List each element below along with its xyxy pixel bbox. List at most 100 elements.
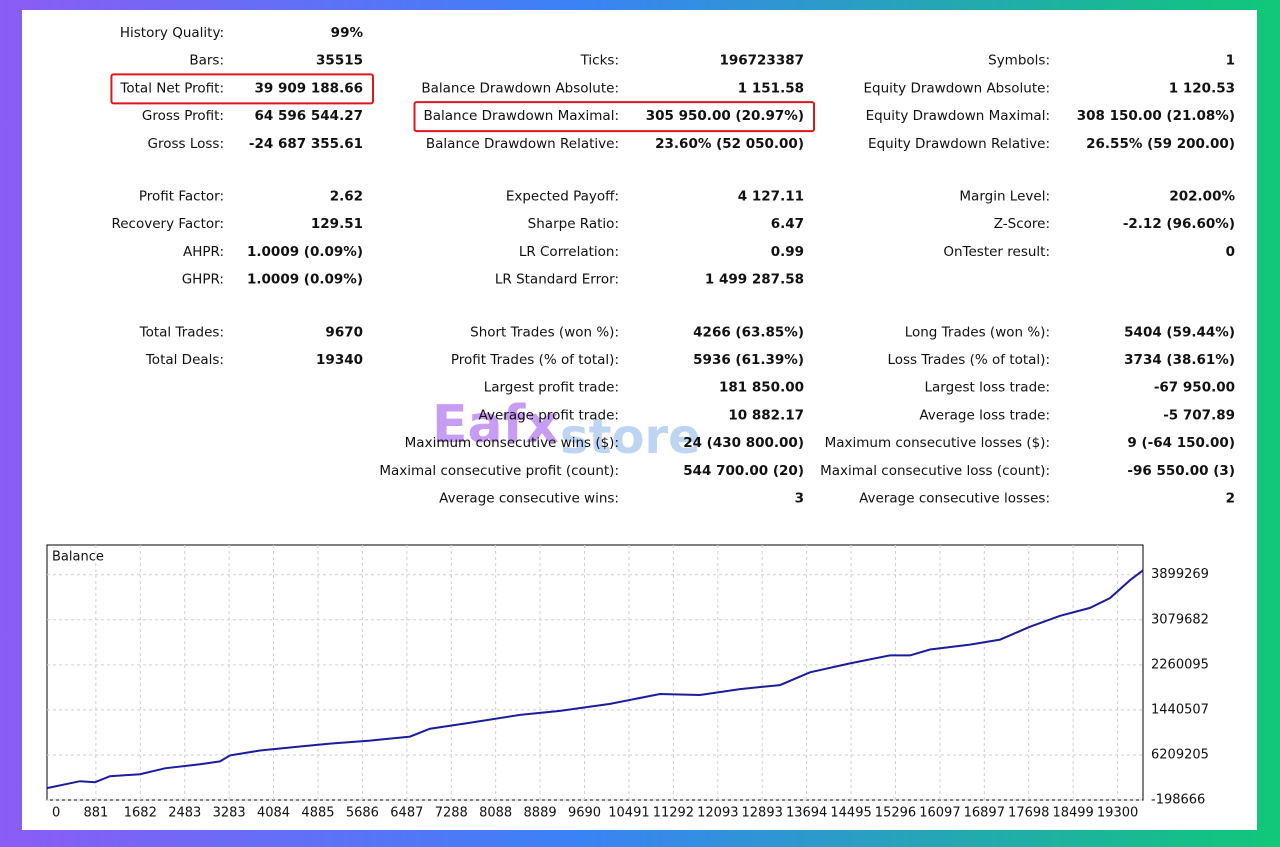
stat-label: Average profit trade:: [479, 407, 619, 423]
stat-label: Sharpe Ratio:: [528, 216, 619, 232]
x-tick-label: 5686: [346, 806, 379, 821]
stat-value: 6.47: [771, 216, 804, 232]
stat-value: 26.55% (59 200.00): [1086, 136, 1235, 152]
y-tick-label: 6209205: [1151, 747, 1209, 762]
stat-label: Ticks:: [580, 53, 619, 69]
y-tick-label: -198666: [1151, 793, 1205, 808]
y-tick-label: 1440507: [1151, 702, 1209, 717]
stat-label: Maximal consecutive profit (count):: [379, 463, 619, 479]
stat-value: 4266 (63.85%): [693, 324, 804, 340]
stat-value: 129.51: [311, 216, 363, 232]
stat-value: -5 707.89: [1163, 407, 1235, 423]
stat-value: 308 150.00 (21.08%): [1077, 108, 1235, 124]
stat-value: 10 882.17: [728, 407, 804, 423]
stat-label: Balance Drawdown Absolute:: [421, 80, 619, 96]
stat-value: 99%: [331, 25, 364, 41]
stat-label: Average consecutive wins:: [439, 491, 619, 507]
stat-value: 196723387: [719, 53, 804, 69]
stat-label: Total Deals:: [145, 352, 224, 368]
stat-label: History Quality:: [120, 25, 224, 41]
stat-value: 24 (430 800.00): [683, 435, 804, 451]
x-tick-label: 16097: [919, 806, 960, 821]
stat-label: LR Standard Error:: [495, 272, 619, 288]
stat-value: 35515: [316, 53, 363, 69]
stat-value: 2: [1226, 491, 1235, 507]
stat-value: 181 850.00: [719, 380, 804, 396]
stat-value: 1.0009 (0.09%): [247, 244, 363, 260]
stat-label: GHPR:: [182, 272, 224, 288]
watermark-suffix: store: [560, 409, 701, 465]
x-tick-label: 1682: [124, 806, 157, 821]
y-tick-label: 3899269: [1151, 567, 1209, 582]
x-tick-label: 14495: [830, 806, 871, 821]
highlight-box: [110, 73, 374, 105]
stat-label: Z-Score:: [994, 216, 1050, 232]
stat-label: Profit Trades (% of total):: [451, 352, 619, 368]
x-tick-label: 881: [83, 806, 108, 821]
stat-value: 1: [1226, 53, 1235, 69]
stat-value: 3: [795, 491, 804, 507]
x-tick-label: 12093: [697, 806, 738, 821]
stat-value: 1.0009 (0.09%): [247, 272, 363, 288]
x-tick-label: 7288: [435, 806, 468, 821]
stat-label: Gross Loss:: [148, 136, 225, 152]
chart-title: Balance: [52, 550, 104, 565]
stat-value: 5936 (61.39%): [693, 352, 804, 368]
stat-label: Equity Drawdown Maximal:: [866, 108, 1050, 124]
stat-label: Equity Drawdown Absolute:: [863, 80, 1050, 96]
stat-label: Equity Drawdown Relative:: [868, 136, 1050, 152]
stat-value: 1 120.53: [1169, 80, 1235, 96]
stat-value: 9670: [325, 324, 363, 340]
watermark-brand: Eafx: [432, 395, 559, 455]
stat-label: Bars:: [189, 53, 224, 69]
stat-label: Symbols:: [988, 53, 1050, 69]
stat-label: Balance Drawdown Maximal:: [424, 108, 620, 124]
stat-value: -2.12 (96.60%): [1123, 216, 1235, 232]
stat-value: -67 950.00: [1154, 380, 1235, 396]
x-tick-label: 9690: [568, 806, 601, 821]
stat-label: Maximal consecutive loss (count):: [820, 463, 1050, 479]
stat-label: Profit Factor:: [139, 189, 224, 205]
x-tick-label: 3283: [213, 806, 246, 821]
stat-value: -96 550.00 (3): [1127, 463, 1235, 479]
x-tick-label: 13694: [786, 806, 827, 821]
panel: [22, 10, 1257, 830]
x-tick-label: 15296: [875, 806, 916, 821]
x-tick-label: 2483: [168, 806, 201, 821]
stat-label: Average loss trade:: [919, 407, 1050, 423]
stat-label: Maximum consecutive wins ($):: [405, 435, 619, 451]
stat-value: 0: [1226, 244, 1235, 260]
x-tick-label: 4885: [301, 806, 334, 821]
stat-value: 0.99: [771, 244, 804, 260]
x-tick-label: 17698: [1008, 806, 1049, 821]
stat-value: 19340: [316, 352, 363, 368]
stat-value: 9 (-64 150.00): [1127, 435, 1235, 451]
stat-label: Long Trades (won %):: [905, 324, 1050, 340]
highlight-box: [413, 101, 815, 133]
x-tick-label: 10491: [608, 806, 649, 821]
stat-value: 1 151.58: [738, 80, 804, 96]
balance-line: [46, 569, 1144, 790]
stat-label: Maximum consecutive losses ($):: [825, 435, 1050, 451]
stat-value: 544 700.00 (20): [683, 463, 804, 479]
stat-value: 1 499 287.58: [705, 272, 804, 288]
stat-value: 3734 (38.61%): [1124, 352, 1235, 368]
stat-value: 4 127.11: [738, 189, 804, 205]
x-tick-label: 8088: [479, 806, 512, 821]
x-tick-label: 8889: [524, 806, 557, 821]
stat-value: -24 687 355.61: [249, 136, 363, 152]
stat-value: 64 596 544.27: [255, 108, 363, 124]
x-tick-label: 11292: [653, 806, 694, 821]
stat-label: Short Trades (won %):: [470, 324, 619, 340]
stat-label: Largest loss trade:: [924, 380, 1050, 396]
stat-label: Largest profit trade:: [484, 380, 619, 396]
stat-value: 202.00%: [1169, 189, 1235, 205]
stat-label: OnTester result:: [943, 244, 1050, 260]
stat-value: 305 950.00 (20.97%): [646, 108, 804, 124]
stat-label: Margin Level:: [959, 189, 1050, 205]
x-tick-label: 4084: [257, 806, 290, 821]
x-tick-label: 18499: [1052, 806, 1093, 821]
x-tick-label: 16897: [964, 806, 1005, 821]
x-tick-label: 0: [52, 806, 60, 821]
